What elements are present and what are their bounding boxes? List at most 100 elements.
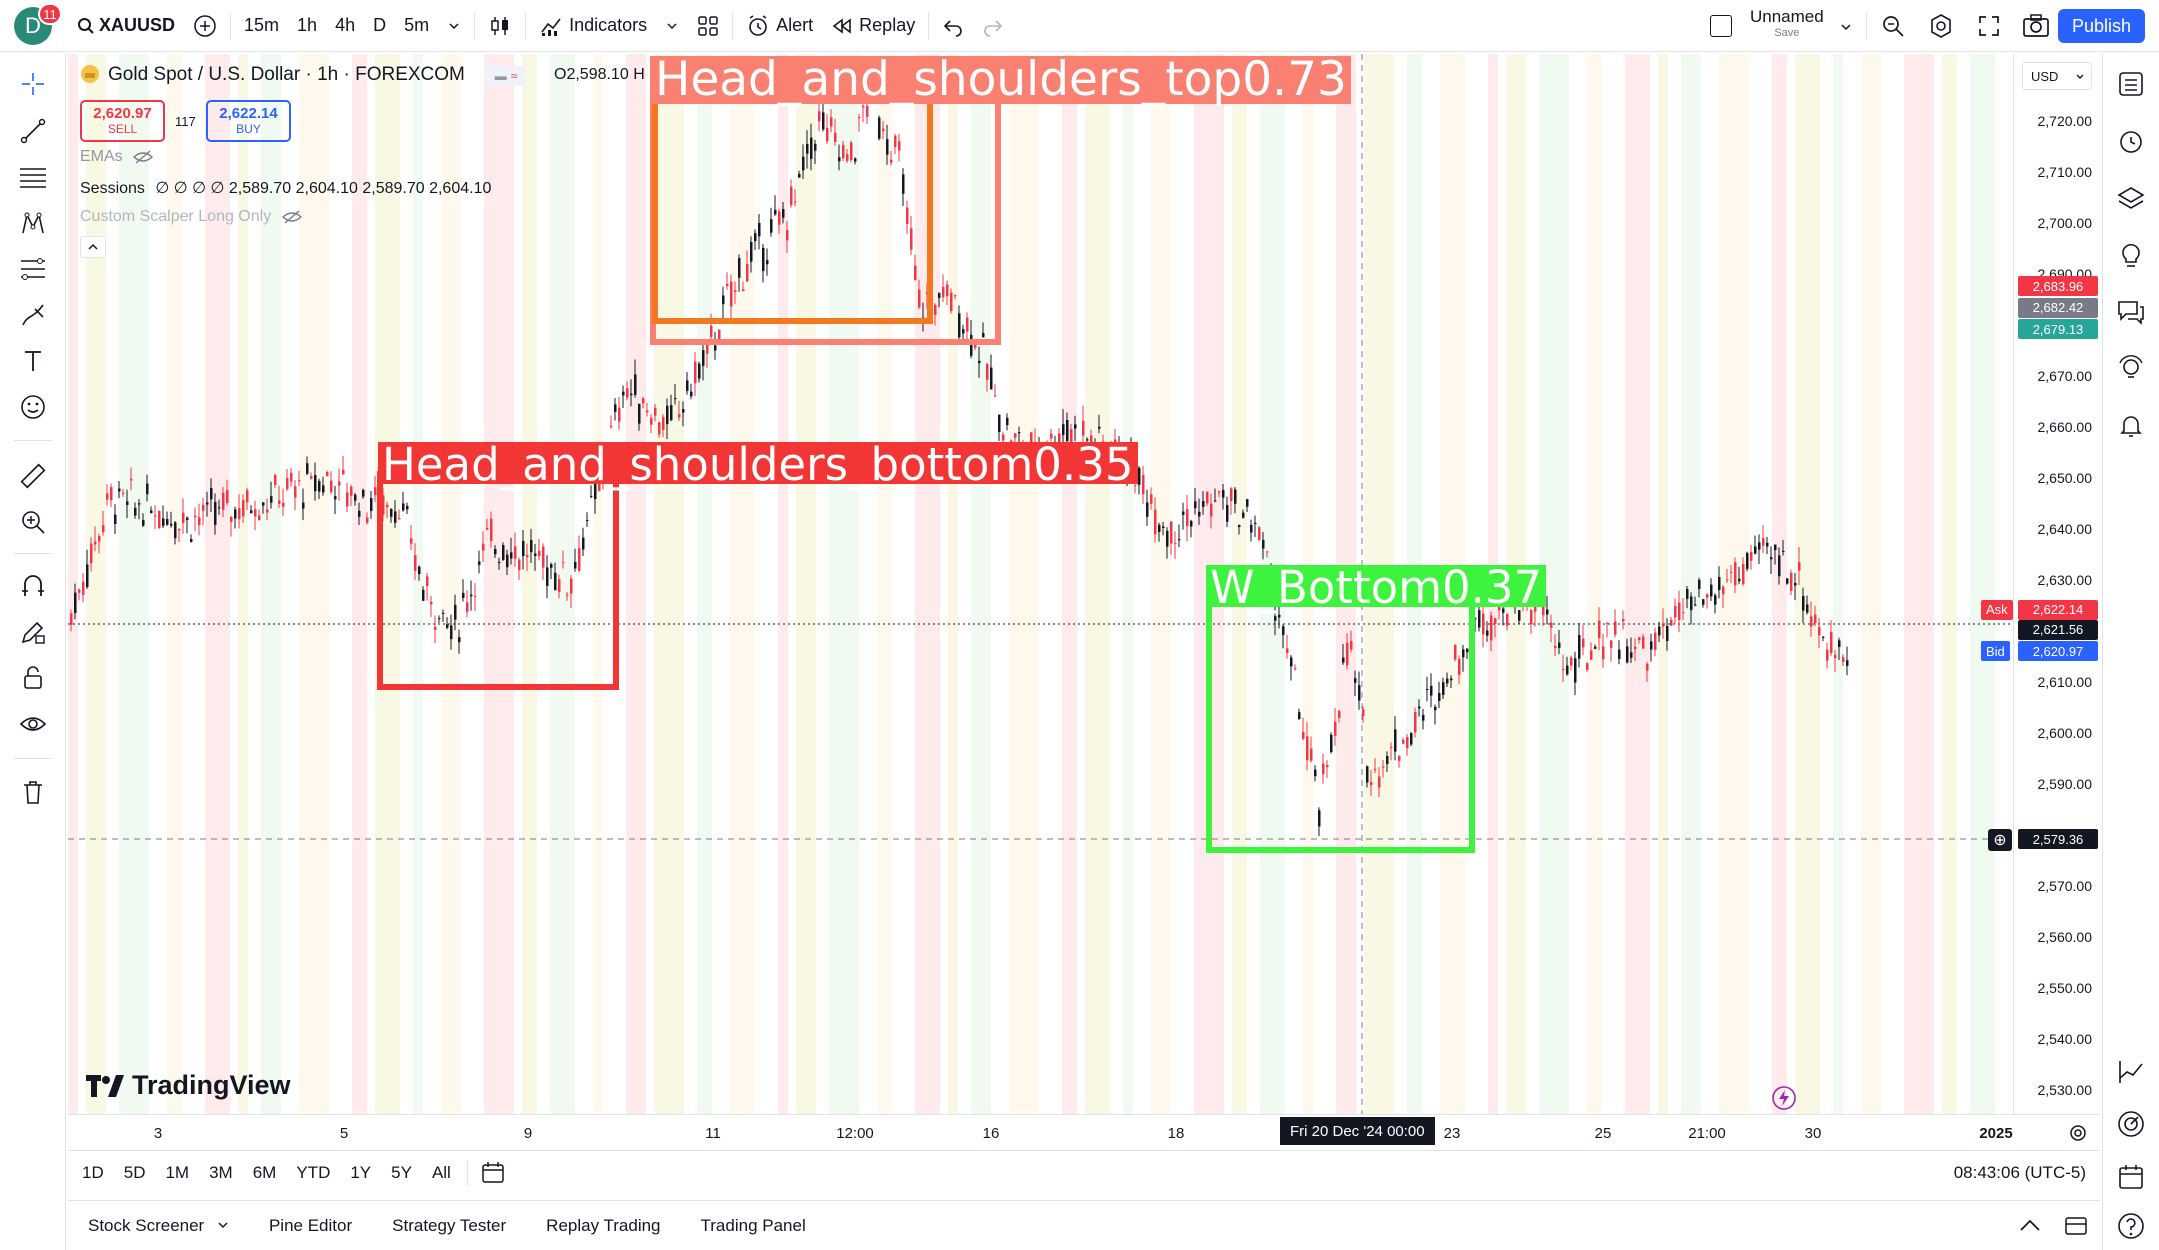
lightning-icon[interactable] <box>1771 1085 1797 1111</box>
time-axis[interactable]: Fri 20 Dec '24 00:00 3 5 9 11 12:00 16 18 23 25 2… <box>68 1114 2100 1150</box>
candle-body <box>1762 538 1765 546</box>
indicator-values: ∅ ∅ ∅ ∅ 2,589.70 2,604.10 2,589.70 2,604… <box>155 180 492 197</box>
session-stripe <box>1123 54 1133 1114</box>
timeframe-4h[interactable]: 4h <box>335 15 356 35</box>
redo-button[interactable] <box>973 0 1013 52</box>
range-3m[interactable]: 3M <box>209 1162 233 1182</box>
buy-price: 2,622.14 <box>219 105 278 122</box>
lock-drawings-tool[interactable] <box>14 659 52 697</box>
ideas-button[interactable] <box>2112 236 2150 274</box>
tab-replay-trading[interactable]: Replay Trading <box>546 1215 661 1235</box>
candle-body <box>1654 632 1657 650</box>
timeframe-5m[interactable]: 5m <box>404 15 430 35</box>
range-1m[interactable]: 1M <box>165 1162 190 1182</box>
chart-type-button[interactable] <box>479 0 521 52</box>
price-axis[interactable]: 2,720.00 2,710.00 2,700.00 2,690.00 2,670.00… <box>2013 54 2102 1114</box>
chats-button[interactable] <box>2112 293 2150 331</box>
eye-hidden-icon[interactable] <box>281 209 302 225</box>
indicator-sessions[interactable]: Sessions ∅ ∅ ∅ ∅ 2,589.70 2,604.10 2,589… <box>80 178 491 198</box>
fullscreen-icon[interactable] <box>1977 14 2001 38</box>
publish-button[interactable]: Publish <box>2057 9 2145 43</box>
range-6m[interactable]: 6M <box>252 1162 277 1182</box>
ruler-tool[interactable] <box>14 457 52 495</box>
magnet-tool[interactable] <box>14 567 52 605</box>
calendar-button[interactable] <box>2112 1158 2150 1196</box>
sell-button[interactable]: 2,620.97 SELL <box>80 100 165 142</box>
chart-pane[interactable] <box>68 54 2100 1114</box>
time-tick-label: 30 <box>1804 1125 1822 1142</box>
candle-body <box>322 485 325 493</box>
range-ytd[interactable]: YTD <box>296 1162 331 1182</box>
candle-body <box>1070 429 1073 443</box>
text-tool[interactable] <box>14 342 52 380</box>
hide-drawings-tool[interactable] <box>14 705 52 743</box>
tips-button[interactable] <box>2112 349 2150 387</box>
indicator-emas[interactable]: EMAs <box>80 148 154 166</box>
range-5d[interactable]: 5D <box>123 1162 146 1182</box>
candle-body <box>150 510 153 514</box>
buy-button[interactable]: 2,622.14 BUY <box>206 100 291 142</box>
object-tree-button[interactable] <box>2112 179 2150 217</box>
symbol-search[interactable]: XAUUSD <box>68 0 184 52</box>
tab-stock-screener[interactable]: Stock Screener <box>68 1216 249 1236</box>
candle-body <box>558 579 561 592</box>
emoji-tool[interactable] <box>14 388 52 426</box>
indicator-custom-scalper[interactable]: Custom Scalper Long Only <box>80 208 302 226</box>
forecast-tool[interactable] <box>14 250 52 288</box>
watchlist-button[interactable] <box>2112 65 2150 103</box>
layout-checkbox[interactable] <box>1710 15 1732 37</box>
chevron-up-icon[interactable] <box>2018 1216 2042 1236</box>
trend-line-tool[interactable] <box>14 112 52 150</box>
quick-search-icon[interactable] <box>1880 13 1906 39</box>
horizontal-lines-tool[interactable] <box>14 158 52 196</box>
currency-select[interactable]: USD <box>2022 62 2092 90</box>
eye-hidden-icon[interactable] <box>133 149 154 165</box>
pine-screener-button[interactable] <box>2112 1053 2150 1091</box>
brush-tool[interactable] <box>14 296 52 334</box>
collapse-legend-button[interactable] <box>80 236 106 258</box>
add-alert-plus-button[interactable]: ⊕ <box>1988 829 2012 851</box>
alert-button[interactable]: Alert <box>737 0 822 52</box>
indicators-button[interactable]: Indicators <box>530 0 656 52</box>
candle-body <box>302 502 305 509</box>
candle-body <box>246 490 249 503</box>
crosshair-tool[interactable] <box>14 65 52 103</box>
timeframe-d[interactable]: D <box>373 15 387 35</box>
layouts-button[interactable] <box>688 0 728 52</box>
price-chart[interactable] <box>68 54 2100 1114</box>
indicators-dropdown[interactable] <box>656 0 688 52</box>
maximize-panel-icon[interactable] <box>2064 1215 2088 1237</box>
timeframe-dropdown[interactable] <box>438 0 470 52</box>
chevron-down-icon[interactable] <box>1839 20 1853 34</box>
timeframe-1h[interactable]: 1h <box>297 15 318 35</box>
stay-in-drawing-mode-tool[interactable] <box>14 613 52 651</box>
replay-button[interactable]: Replay <box>822 0 924 52</box>
tab-pine-editor[interactable]: Pine Editor <box>268 1215 353 1235</box>
alerts-button[interactable] <box>2112 122 2150 160</box>
help-button[interactable] <box>2112 1207 2150 1245</box>
session-stripe <box>1085 54 1110 1114</box>
undo-button[interactable] <box>933 0 973 52</box>
range-5y[interactable]: 5Y <box>391 1162 412 1182</box>
camera-icon[interactable] <box>2022 13 2050 39</box>
remove-drawings-tool[interactable] <box>14 773 52 811</box>
compare-add-button[interactable] <box>184 0 226 52</box>
zoom-tool[interactable] <box>14 503 52 541</box>
range-all[interactable]: All <box>431 1162 451 1182</box>
notifications-button[interactable] <box>2112 406 2150 444</box>
speed-gauge-button[interactable] <box>2112 1105 2150 1143</box>
symbol-title[interactable]: Gold Spot / U.S. Dollar · 1h · FOREXCOM <box>108 64 465 85</box>
legend-flags[interactable]: ▬ ≈ <box>486 66 526 86</box>
clock-timezone[interactable]: 08:43:06 (UTC-5) <box>1953 1163 2086 1182</box>
range-1y[interactable]: 1Y <box>350 1162 372 1182</box>
pattern-tool[interactable] <box>14 204 52 242</box>
tradingview-logo[interactable]: TradingView <box>86 1070 291 1101</box>
timeframe-15m[interactable]: 15m <box>244 15 280 35</box>
layout-name-button[interactable]: Unnamed Save <box>1750 8 1824 39</box>
range-1d[interactable]: 1D <box>82 1162 104 1182</box>
tab-strategy-tester[interactable]: Strategy Tester <box>392 1215 507 1235</box>
calendar-range-icon[interactable] <box>480 1161 506 1185</box>
settings-icon[interactable] <box>1928 13 1954 39</box>
axis-settings-icon[interactable] <box>2068 1123 2088 1143</box>
tab-trading-panel[interactable]: Trading Panel <box>700 1215 806 1235</box>
